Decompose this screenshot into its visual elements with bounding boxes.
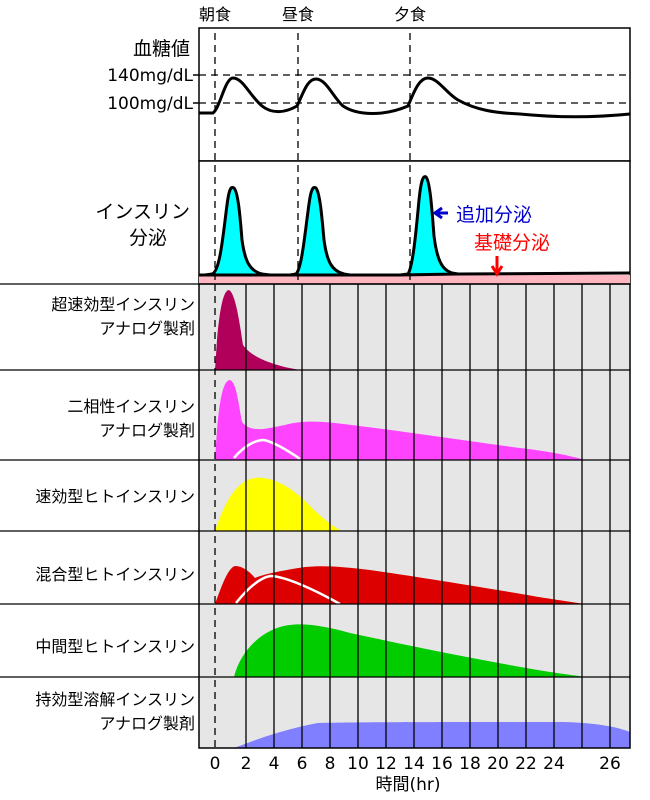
x-tick: 10: [347, 754, 369, 774]
glucose-panel: 血糖値 140mg/dL 100mg/dL: [107, 27, 631, 162]
meal-label-dinner: 夕食: [394, 5, 426, 24]
meal-label-lunch: 昼食: [282, 5, 314, 24]
x-tick: 4: [269, 754, 280, 774]
x-axis-label: 時間(hr): [375, 775, 440, 795]
basal-secretion-band: [199, 275, 630, 284]
bolus-peak-lunch: [289, 185, 351, 277]
row-label-regular-human: 速効型ヒトインスリン: [35, 487, 195, 506]
profile-biphasic-analog: [215, 380, 585, 460]
x-tick: 8: [325, 754, 336, 774]
row-label-long-acting-line2: アナログ製剤: [99, 714, 195, 733]
bolus-peak-breakfast: [204, 186, 271, 277]
x-tick: 18: [459, 754, 481, 774]
x-tick: 12: [375, 754, 397, 774]
glucose-title: 血糖値: [133, 38, 190, 60]
profile-rapid-acting-analog: [215, 290, 300, 370]
row-label-biphasic-analog-line1: 二相性インスリン: [67, 397, 195, 416]
glucose-curve: [199, 76, 631, 119]
basal-arrow: [490, 256, 504, 277]
x-tick: 0: [210, 754, 221, 774]
secretion-panel: インスリン 分泌 追加分泌 基礎分泌: [95, 160, 631, 285]
profile-premixed-human-split: [235, 574, 341, 606]
x-tick: 20: [487, 754, 509, 774]
glucose-level-140: 140mg/dL: [107, 66, 193, 86]
x-tick: 6: [297, 754, 308, 774]
bolus-label: 追加分泌: [456, 204, 532, 226]
meal-label-breakfast: 朝食: [199, 5, 231, 24]
secretion-title-line2: 分泌: [129, 227, 167, 249]
row-label-long-acting-line1: 持効型溶解インスリン: [35, 690, 195, 709]
x-tick: 14: [403, 754, 425, 774]
bolus-arrow: [432, 206, 448, 220]
x-tick: 2: [241, 754, 252, 774]
preparations-frame: [198, 283, 631, 749]
row-label-biphasic-analog-line2: アナログ製剤: [99, 421, 195, 440]
bolus-peak-dinner: [399, 175, 459, 277]
x-tick: 16: [431, 754, 453, 774]
x-tick: 24: [543, 754, 565, 774]
row-label-premixed-human: 混合型ヒトインスリン: [35, 565, 195, 584]
row-label-rapid-analog-line1: 超速効型インスリン: [51, 295, 195, 314]
x-tick: 26: [599, 754, 621, 774]
row-label-rapid-analog-line2: アナログ製剤: [99, 319, 195, 338]
x-axis-ticks: 0 2 4 6 8 10 12 14 16 18 20 22 24 26: [210, 754, 621, 774]
secretion-title-line1: インスリン: [95, 201, 190, 223]
row-label-intermediate-nph: 中間型ヒトインスリン: [35, 637, 195, 656]
glucose-level-100: 100mg/dL: [107, 94, 193, 114]
profile-regular-human: [215, 477, 342, 531]
preparations-grid: [0, 283, 630, 748]
profile-biphasic-analog-split: [233, 438, 301, 461]
basal-secretion-line: [199, 271, 631, 277]
profile-intermediate-nph: [234, 624, 585, 677]
basal-label: 基礎分泌: [474, 232, 550, 254]
profile-premixed-human: [215, 566, 585, 604]
profile-long-acting-analog: [234, 722, 630, 748]
x-tick: 22: [515, 754, 537, 774]
